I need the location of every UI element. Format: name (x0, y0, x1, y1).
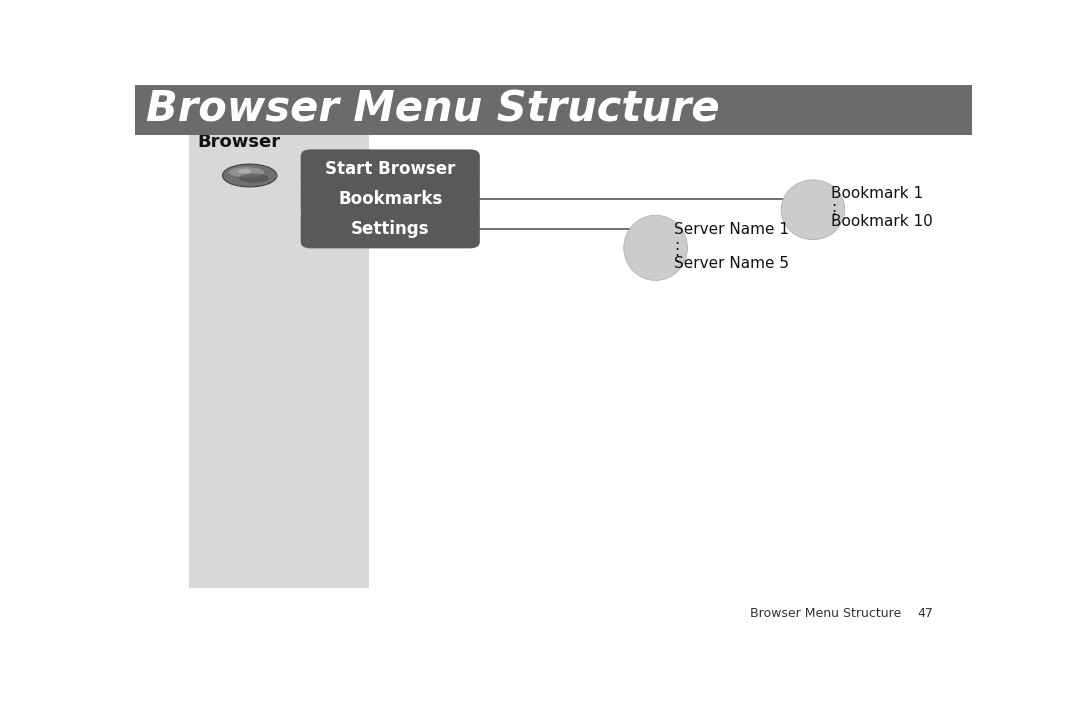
Text: :: : (832, 209, 837, 225)
Ellipse shape (229, 167, 264, 177)
Text: :: : (674, 238, 679, 253)
Text: Start Browser: Start Browser (325, 160, 456, 178)
Text: Server Name 5: Server Name 5 (674, 256, 789, 271)
Text: Settings: Settings (351, 220, 430, 238)
Text: :: : (832, 200, 837, 215)
Text: Server Name 1: Server Name 1 (674, 222, 789, 237)
Ellipse shape (238, 169, 252, 174)
Text: Browser: Browser (198, 133, 281, 151)
Text: Bookmark 1: Bookmark 1 (832, 186, 923, 201)
FancyBboxPatch shape (189, 123, 369, 587)
Ellipse shape (624, 215, 688, 280)
Text: 47: 47 (918, 606, 933, 620)
Ellipse shape (781, 180, 845, 239)
Text: Browser Menu Structure: Browser Menu Structure (751, 606, 902, 620)
Text: Bookmark 10: Bookmark 10 (832, 214, 933, 229)
Ellipse shape (222, 164, 276, 187)
Text: :: : (674, 250, 679, 265)
FancyBboxPatch shape (300, 179, 480, 218)
Ellipse shape (239, 174, 269, 183)
Text: Browser Menu Structure: Browser Menu Structure (146, 89, 719, 131)
FancyBboxPatch shape (300, 209, 480, 249)
FancyBboxPatch shape (135, 85, 972, 135)
Text: Bookmarks: Bookmarks (338, 190, 443, 208)
FancyBboxPatch shape (300, 150, 480, 189)
